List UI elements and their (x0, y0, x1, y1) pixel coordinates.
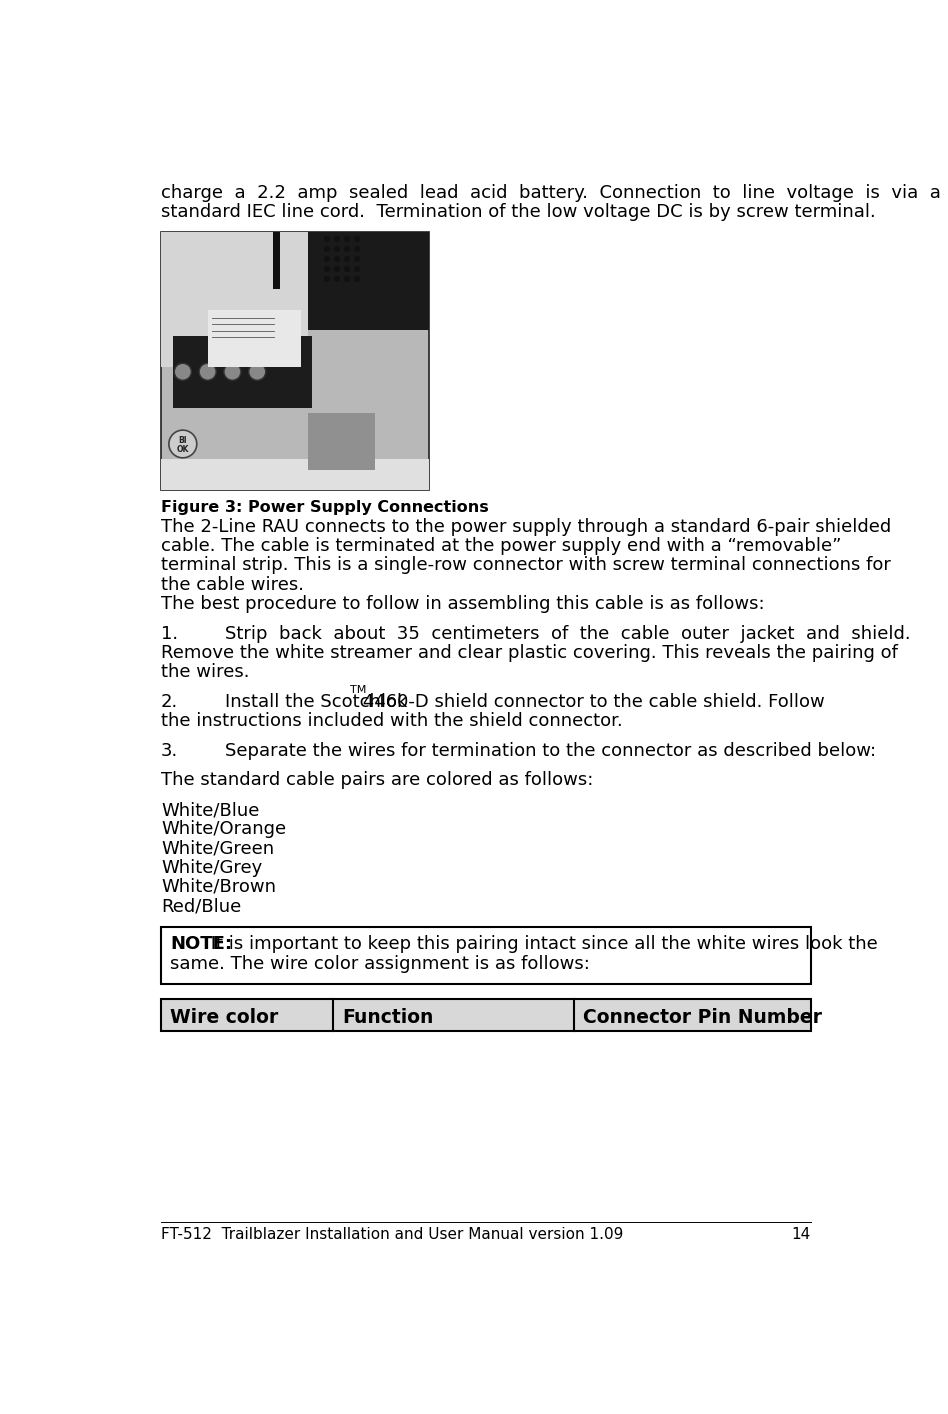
Text: The 2-Line RAU connects to the power supply through a standard 6-pair shielded: The 2-Line RAU connects to the power sup… (161, 518, 891, 536)
Circle shape (334, 276, 340, 281)
Circle shape (344, 246, 350, 252)
Text: BI: BI (178, 436, 187, 444)
Text: Red/Blue: Red/Blue (161, 896, 242, 915)
FancyBboxPatch shape (289, 232, 428, 331)
Circle shape (174, 363, 191, 380)
Circle shape (199, 363, 216, 380)
Text: the wires.: the wires. (161, 663, 249, 682)
Text: cable. The cable is terminated at the power supply end with a “removable”: cable. The cable is terminated at the po… (161, 537, 842, 556)
Circle shape (169, 430, 197, 458)
Circle shape (344, 276, 350, 281)
Text: 3.: 3. (161, 741, 178, 759)
Text: White/Blue: White/Blue (161, 802, 260, 819)
Circle shape (354, 246, 360, 252)
Text: Figure 3: Power Supply Connections: Figure 3: Power Supply Connections (161, 499, 489, 515)
Circle shape (324, 266, 330, 271)
Circle shape (324, 276, 330, 281)
Text: TM: TM (350, 686, 366, 696)
Text: White/Brown: White/Brown (161, 878, 276, 896)
Circle shape (354, 236, 360, 242)
Text: White/Green: White/Green (161, 840, 274, 857)
FancyBboxPatch shape (208, 310, 301, 366)
Text: Remove the white streamer and clear plastic covering. This reveals the pairing o: Remove the white streamer and clear plas… (161, 643, 898, 662)
Text: The standard cable pairs are colored as follows:: The standard cable pairs are colored as … (161, 772, 593, 789)
Text: charge  a  2.2  amp  sealed  lead  acid  battery.  Connection  to  line  voltage: charge a 2.2 amp sealed lead acid batter… (161, 184, 941, 202)
Text: the cable wires.: the cable wires. (161, 575, 304, 594)
Circle shape (334, 246, 340, 252)
FancyBboxPatch shape (161, 460, 428, 491)
Text: 1.: 1. (161, 625, 178, 642)
Text: standard IEC line cord.  Termination of the low voltage DC is by screw terminal.: standard IEC line cord. Termination of t… (161, 202, 876, 221)
Circle shape (334, 256, 340, 262)
Circle shape (354, 276, 360, 281)
Text: FT-512  Trailblazer Installation and User Manual version 1.09: FT-512 Trailblazer Installation and User… (161, 1226, 624, 1241)
Text: Function: Function (342, 1008, 434, 1027)
Text: the instructions included with the shield connector.: the instructions included with the shiel… (161, 711, 623, 730)
Text: terminal strip. This is a single-row connector with screw terminal connections f: terminal strip. This is a single-row con… (161, 557, 891, 574)
Text: The best procedure to follow in assembling this cable is as follows:: The best procedure to follow in assembli… (161, 595, 765, 612)
Text: 2.: 2. (161, 693, 178, 711)
Text: Install the Scotchlok: Install the Scotchlok (225, 693, 407, 711)
Circle shape (334, 236, 340, 242)
Circle shape (224, 363, 241, 380)
Text: same. The wire color assignment is as follows:: same. The wire color assignment is as fo… (171, 954, 591, 973)
Text: Connector Pin Number: Connector Pin Number (583, 1008, 822, 1027)
Text: OK: OK (176, 445, 189, 454)
Circle shape (354, 266, 360, 271)
Circle shape (248, 363, 265, 380)
FancyBboxPatch shape (161, 926, 811, 984)
FancyBboxPatch shape (161, 998, 811, 1031)
Text: White/Grey: White/Grey (161, 858, 263, 877)
FancyBboxPatch shape (161, 232, 428, 491)
Text: Strip  back  about  35  centimeters  of  the  cable  outer  jacket  and  shield.: Strip back about 35 centimeters of the c… (225, 625, 910, 642)
Text: Wire color: Wire color (171, 1008, 279, 1027)
Text: 4460-D shield connector to the cable shield. Follow: 4460-D shield connector to the cable shi… (357, 693, 825, 711)
Circle shape (344, 266, 350, 271)
Text: 14: 14 (792, 1226, 811, 1241)
Circle shape (354, 256, 360, 262)
Circle shape (324, 246, 330, 252)
Circle shape (334, 266, 340, 271)
Circle shape (344, 256, 350, 262)
Text: White/Orange: White/Orange (161, 820, 286, 839)
FancyBboxPatch shape (308, 413, 375, 469)
Text: NOTE:: NOTE: (171, 936, 232, 953)
FancyBboxPatch shape (273, 232, 280, 290)
Circle shape (344, 236, 350, 242)
Circle shape (324, 236, 330, 242)
FancyBboxPatch shape (173, 335, 312, 407)
Circle shape (324, 256, 330, 262)
FancyBboxPatch shape (161, 232, 308, 366)
Text: Separate the wires for termination to the connector as described below:: Separate the wires for termination to th… (225, 741, 876, 759)
Text: It is important to keep this pairing intact since all the white wires look the: It is important to keep this pairing int… (205, 936, 878, 953)
